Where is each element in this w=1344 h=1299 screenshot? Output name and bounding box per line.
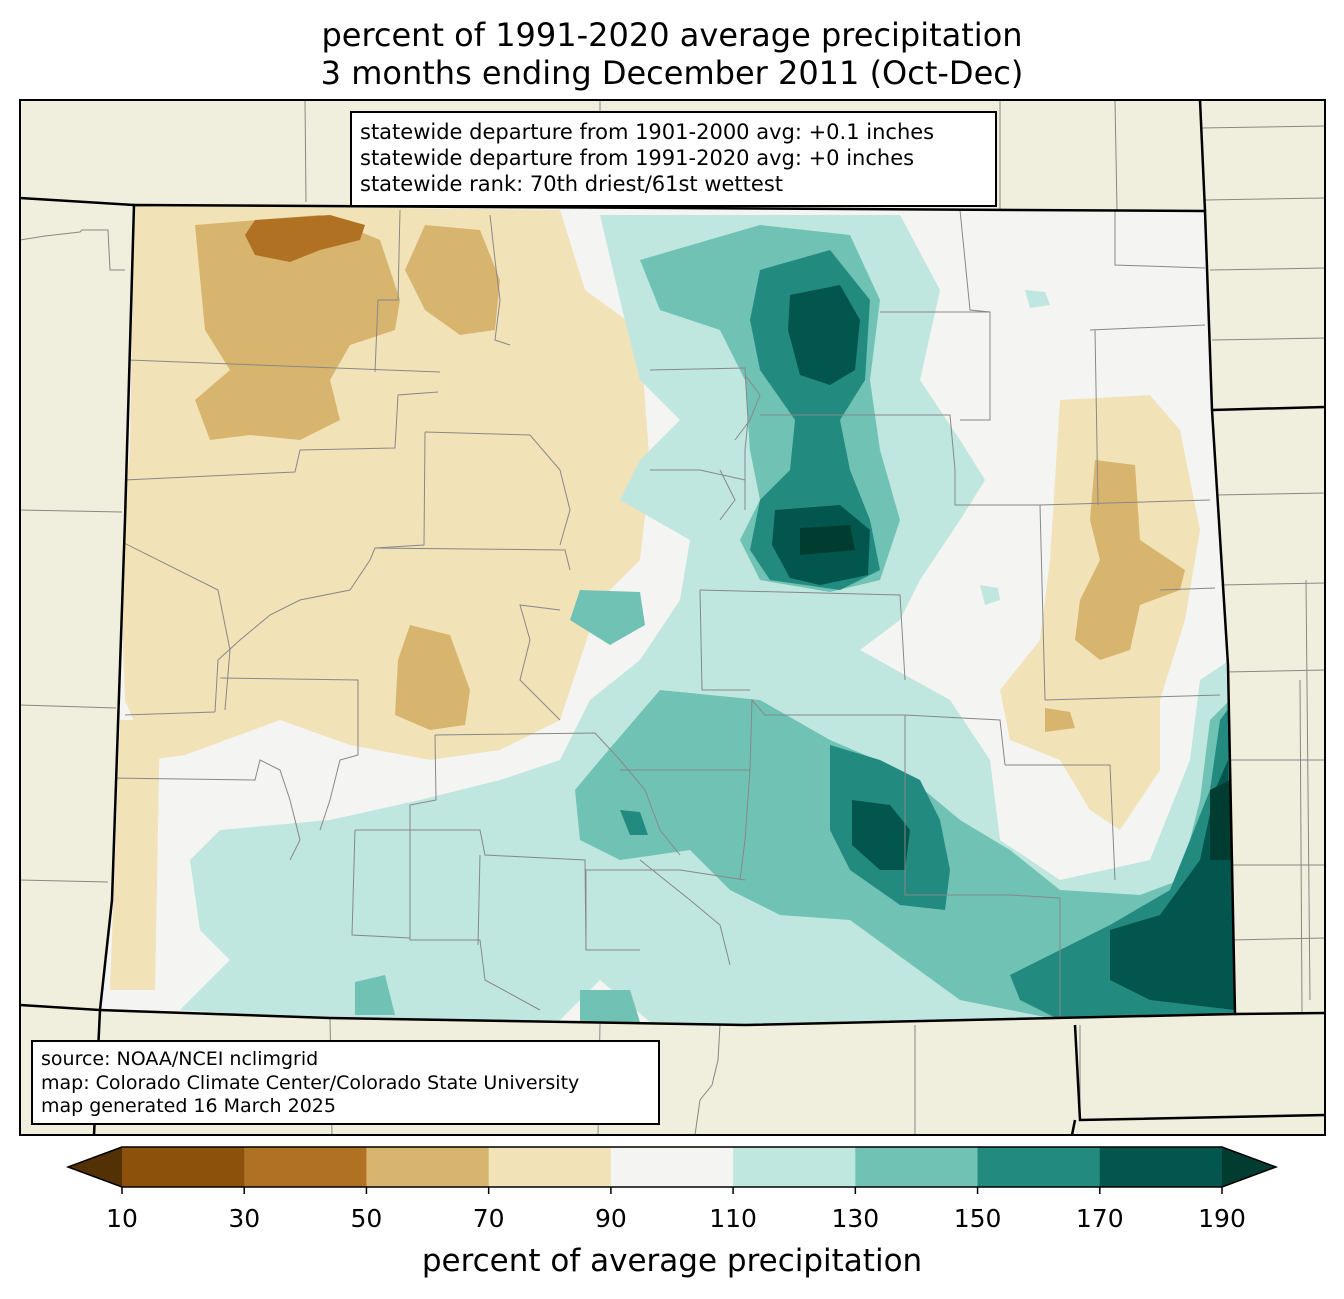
neighbor-county-lines [20,100,1325,1135]
colorbar-bin-70-90 [488,1147,612,1187]
colorado-county-lines [111,209,1221,1020]
colorado-precip-field [100,205,1235,1025]
stats-line-1901-2000: statewide departure from 1901-2000 avg: … [360,120,935,144]
colorbar-tick-label: 130 [831,1204,880,1233]
map-title-line2: 3 months ending December 2011 (Oct-Dec) [320,54,1024,92]
colorbar-tick-label: 150 [953,1204,1002,1233]
colorbar-tick-label: 50 [350,1204,383,1233]
source-line-data: source: NOAA/NCEI nclimgrid [41,1048,319,1070]
stats-line-rank: statewide rank: 70th driest/61st wettest [360,172,783,196]
colorbar-bin-30-50 [244,1147,367,1187]
map-title-line1: percent of 1991-2020 average precipitati… [321,16,1023,54]
colorbar-bin-90-110 [610,1147,734,1187]
statewide-stats-box: statewide departure from 1901-2000 avg: … [350,111,997,207]
colorbar-tick-label: 10 [106,1204,138,1233]
source-line-generated: map generated 16 March 2025 [41,1095,336,1117]
source-box: source: NOAA/NCEI nclimgrid map: Colorad… [31,1040,660,1125]
colorado-border [98,203,1237,1027]
colorbar-over-arrow [1222,1147,1276,1187]
colorbar-bin-50-70 [366,1147,490,1187]
map-frame [19,99,1326,1136]
colorbar-tick-label: 90 [594,1204,627,1233]
colorbar-bin-110-130 [733,1147,856,1187]
source-line-map: map: Colorado Climate Center/Colorado St… [41,1071,580,1094]
colorbar-label: percent of average precipitation [421,1243,923,1279]
colorbar-bin-130-150 [855,1147,979,1187]
stats-line-1991-2020: statewide departure from 1991-2020 avg: … [360,146,915,170]
colorbar-tick-label: 30 [228,1204,261,1233]
neighbor-state-borders [20,100,1325,1135]
colorbar-tick-label: 70 [472,1204,505,1233]
colorbar-tick-label: 190 [1198,1204,1246,1233]
colorbar-tick-label: 110 [709,1204,757,1233]
colorbar-tick-label: 170 [1075,1204,1124,1233]
colorbar-bin-170-190 [1099,1147,1223,1187]
colorbar-under-arrow [68,1147,122,1187]
colorbar-bin-150-170 [977,1147,1101,1187]
colorbar [65,1146,1279,1194]
colorbar-bin-10-30 [122,1147,245,1187]
